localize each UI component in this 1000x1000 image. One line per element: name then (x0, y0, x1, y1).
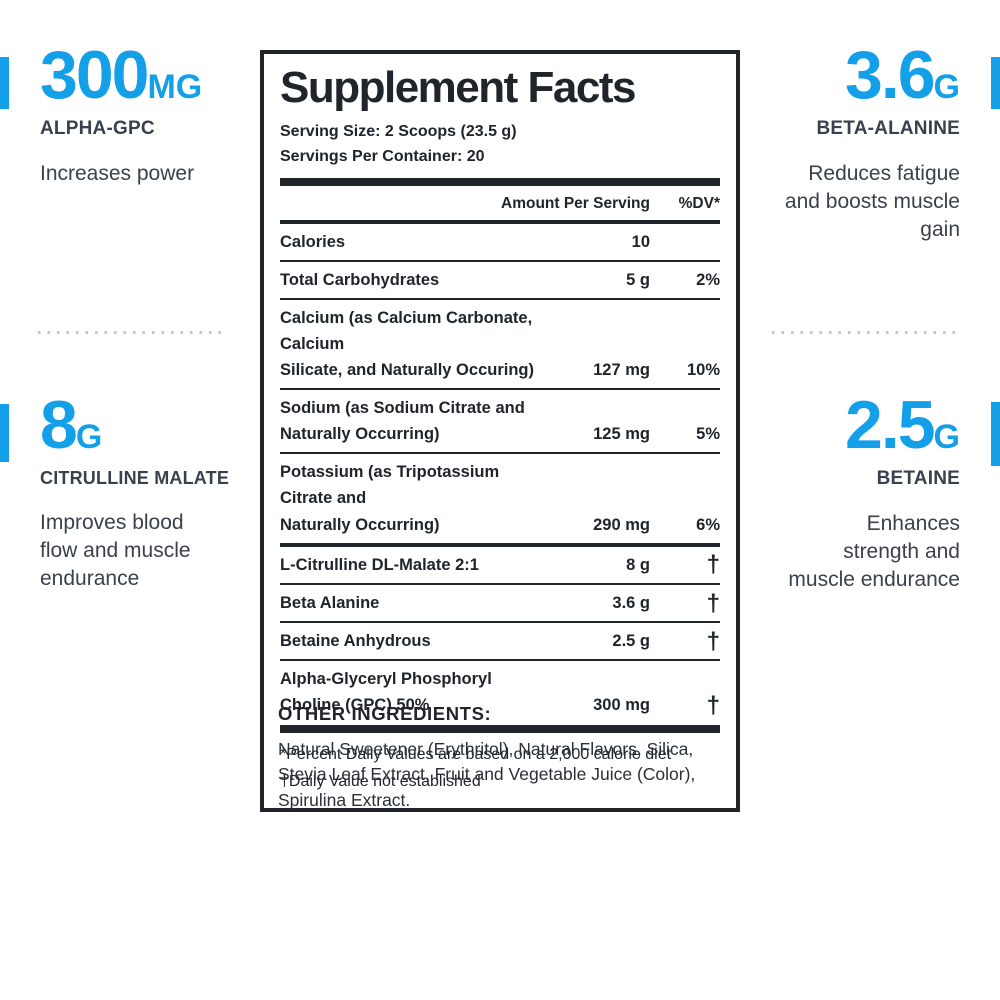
ingredient-amount: 2.5 g (612, 631, 650, 650)
ingredient-dv: 10% (686, 361, 720, 380)
ingredient-name: Total Carbohydrates (280, 271, 440, 290)
callout-amount: 300MG (40, 41, 250, 109)
table-row: Betaine Anhydrous 2.5 g † (280, 620, 720, 659)
callout-amount: 3.6G (750, 41, 960, 109)
dotted-divider-left (38, 331, 228, 334)
footnotes: *Percent Daily Values are based on a 2,0… (280, 733, 720, 796)
divider-thick (280, 177, 720, 186)
table-row: Total Carbohydrates 5 g 2% (280, 260, 720, 298)
ingredient-amount: 10 (631, 232, 650, 251)
accent-bar-top-right (991, 57, 1000, 109)
ingredient-dv: † (706, 627, 720, 655)
other-ingredients-section: OTHER INGREDIENTS: Natural Sweetener (Er… (278, 703, 726, 813)
ingredient-name: Calories (280, 232, 346, 251)
ingredient-name: Potassium (as Tripotassium Citrate and N… (280, 463, 500, 534)
amount-value: 300 (40, 37, 149, 113)
ingredient-dv: 5% (696, 425, 720, 444)
ingredient-amount: 125 mg (593, 425, 650, 444)
ingredient-name: Alpha-Glyceryl Phosphoryl Choline (GPC) … (280, 669, 492, 714)
ingredient-callout-description: Increases power (40, 161, 195, 185)
amount-unit: G (933, 418, 960, 456)
amount-value: 8 (40, 387, 78, 463)
ingredient-dv: † (706, 589, 720, 617)
ingredient-name: Beta Alanine (280, 593, 380, 612)
ingredient-callout-description: Enhances strength and muscle endurance (788, 511, 960, 591)
footnote-percent-dv: *Percent Daily Values are based on a 2,0… (280, 745, 672, 763)
ingredient-dv: † (706, 551, 720, 579)
accent-bar-mid-right (991, 402, 1000, 466)
accent-bar-top-left (0, 57, 9, 109)
ingredient-name: Sodium (as Sodium Citrate and Naturally … (280, 399, 525, 444)
table-row: Potassium (as Tripotassium Citrate and N… (280, 452, 720, 542)
column-header-dv: %DV* (678, 194, 720, 212)
ingredient-amount: 3.6 g (612, 593, 650, 612)
table-row: Alpha-Glyceryl Phosphoryl Choline (GPC) … (280, 658, 720, 723)
ingredient-amount: 127 mg (593, 361, 650, 380)
ingredient-amount: 300 mg (593, 695, 650, 714)
ingredient-name: Betaine Anhydrous (280, 631, 431, 650)
amount-value: 3.6 (845, 37, 936, 113)
ingredient-callout-name: BETA-ALANINE (816, 117, 960, 139)
callout-alpha-gpc: 300MG ALPHA-GPC Increases power (40, 41, 250, 188)
ingredient-amount: 5 g (626, 271, 650, 290)
table-row: Beta Alanine 3.6 g † (280, 582, 720, 621)
table-row: Calcium (as Calcium Carbonate, Calcium S… (280, 298, 720, 388)
ingredient-amount: 8 g (626, 555, 650, 574)
table-header: Amount Per Serving %DV* (280, 186, 720, 224)
amount-unit: MG (147, 68, 203, 106)
fact-rows: Calories 10 Total Carbohydrates 5 g 2% Calciu… (280, 224, 720, 723)
dotted-divider-right (772, 331, 962, 334)
amount-value: 2.5 (845, 387, 936, 463)
supplement-facts-panel: Supplement Facts Serving Size: 2 Scoops … (260, 50, 740, 812)
accent-bar-mid-left (0, 404, 9, 462)
amount-unit: G (933, 68, 960, 106)
callout-beta-alanine: 3.6G BETA-ALANINE Reduces fatigue and bo… (750, 41, 960, 244)
ingredient-dv: 6% (696, 515, 720, 534)
servings-per-container: Servings Per Container: 20 (280, 148, 485, 166)
ingredient-callout-description: Reduces fatigue and boosts muscle gain (784, 161, 960, 241)
table-row: Calories 10 (280, 224, 720, 260)
table-row: Sodium (as Sodium Citrate and Naturally … (280, 388, 720, 452)
other-ingredients-body: Natural Sweetener (Erythritol), Natural … (278, 739, 696, 810)
ingredient-dv: 2% (696, 271, 720, 290)
callout-amount: 8G (40, 391, 250, 459)
ingredient-callout-name: CITRULLINE MALATE (40, 467, 230, 488)
other-ingredients-heading: OTHER INGREDIENTS: (278, 703, 492, 724)
callout-betaine: 2.5G BETAINE Enhances strength and muscl… (750, 391, 960, 594)
table-row: L-Citrulline DL-Malate 2:1 8 g † (280, 542, 720, 583)
column-header-amount: Amount Per Serving (501, 194, 650, 212)
ingredient-name: L-Citrulline DL-Malate 2:1 (280, 555, 479, 574)
divider-thick-bottom (280, 724, 720, 733)
callout-amount: 2.5G (750, 391, 960, 459)
serving-size: Serving Size: 2 Scoops (23.5 g) (280, 123, 517, 141)
footnote-dagger: †Daily Value not established (280, 772, 481, 790)
panel-title: Supplement Facts (280, 63, 636, 112)
ingredient-callout-name: BETAINE (876, 467, 960, 489)
amount-unit: G (75, 418, 103, 456)
ingredient-name: Calcium (as Calcium Carbonate, Calcium S… (280, 309, 534, 380)
ingredient-callout-name: ALPHA-GPC (40, 117, 155, 139)
ingredient-callout-description: Improves blood flow and muscle endurance (40, 510, 191, 590)
callout-citrulline-malate: 8G CITRULLINE MALATE Improves blood flow… (40, 391, 250, 593)
ingredient-amount: 290 mg (593, 515, 650, 534)
ingredient-dv: † (706, 691, 720, 719)
